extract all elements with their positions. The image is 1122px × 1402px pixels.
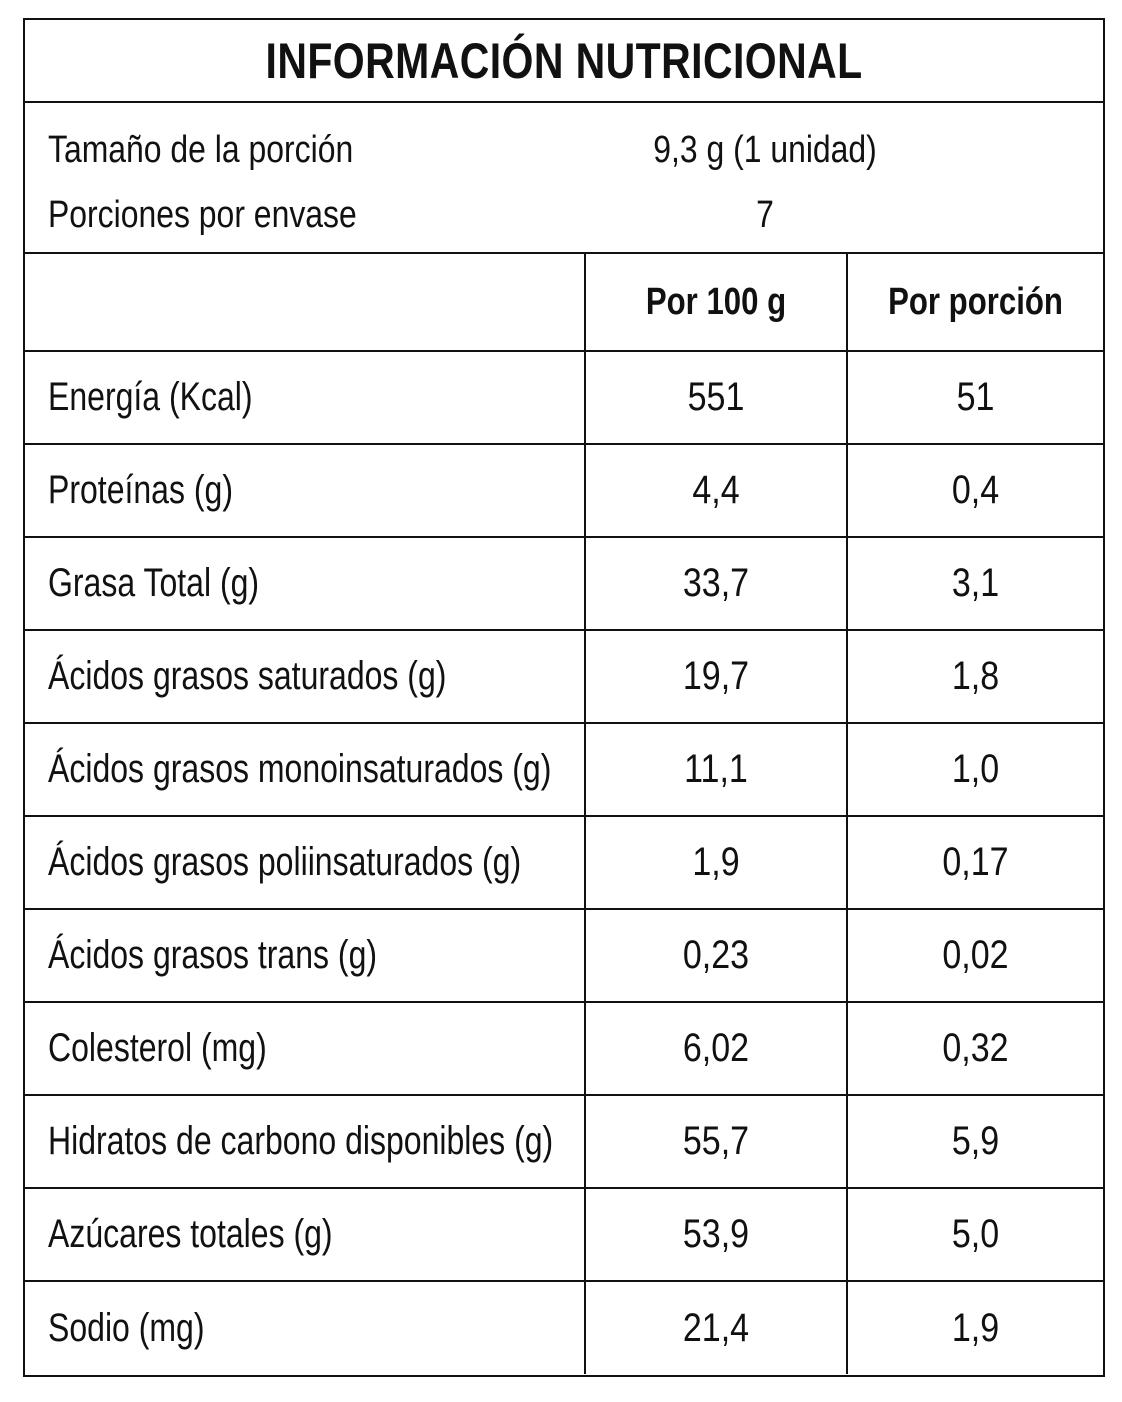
value-per-portion: 5,9	[951, 1119, 1000, 1163]
value-per-portion: 0,17	[942, 840, 1009, 884]
value-per-portion: 0,4	[951, 468, 1000, 512]
value-per-portion: 1,8	[951, 654, 1000, 698]
table-header-row: Por 100 g Por porción	[25, 254, 1103, 352]
serving-size-row: Tamaño de la porción 9,3 g (1 unidad)	[25, 120, 1103, 180]
value-per-portion: 0,32	[942, 1026, 1009, 1070]
table-body: Energía (Kcal) 551 51 Proteínas (g) 4,4 …	[25, 351, 1103, 1374]
nutrient-table: Por 100 g Por porción Energía (Kcal) 551…	[25, 254, 1103, 1374]
value-per-100g: 0,23	[682, 933, 750, 977]
value-per-100g: 55,7	[682, 1119, 750, 1163]
nutrient-label: Proteínas (g)	[48, 468, 233, 512]
nutrient-label: Grasa Total (g)	[48, 561, 260, 605]
portions-value: 7	[756, 193, 774, 236]
nutrient-label: Hidratos de carbono disponibles (g)	[48, 1119, 554, 1163]
table-row: Sodio (mg) 21,4 1,9	[25, 1281, 1103, 1374]
nutrient-label: Energía (Kcal)	[48, 375, 253, 419]
nutrient-label: Ácidos grasos monoinsaturados (g)	[48, 747, 552, 791]
value-per-portion: 5,0	[951, 1212, 1000, 1256]
label-title: INFORMACIÓN NUTRICIONAL	[265, 32, 863, 89]
table-row: Azúcares totales (g) 53,9 5,0	[25, 1188, 1103, 1282]
nutrient-label: Ácidos grasos poliinsaturados (g)	[48, 840, 522, 884]
nutrient-label: Ácidos grasos trans (g)	[48, 933, 378, 977]
table-row: Ácidos grasos monoinsaturados (g) 11,1 1…	[25, 723, 1103, 817]
serving-size-label: Tamaño de la porción	[48, 128, 354, 171]
value-per-portion: 3,1	[951, 561, 1000, 605]
value-per-100g: 21,4	[682, 1305, 750, 1350]
value-per-portion: 51	[956, 375, 995, 419]
serving-size-value: 9,3 g (1 unidad)	[653, 128, 877, 171]
value-per-portion: 1,0	[951, 747, 1000, 791]
value-per-100g: 6,02	[682, 1026, 750, 1070]
value-per-100g: 551	[687, 375, 745, 419]
table-row: Ácidos grasos poliinsaturados (g) 1,9 0,…	[25, 816, 1103, 910]
header-nutrient	[25, 254, 585, 352]
value-per-portion: 0,02	[942, 933, 1009, 977]
table-row: Ácidos grasos trans (g) 0,23 0,02	[25, 909, 1103, 1003]
header-per-100g: Por 100 g	[584, 254, 848, 352]
value-per-100g: 19,7	[682, 654, 750, 698]
value-per-portion: 1,9	[951, 1305, 1000, 1350]
nutrient-label: Azúcares totales (g)	[48, 1212, 333, 1256]
table-row: Grasa Total (g) 33,7 3,1	[25, 537, 1103, 631]
table-row: Colesterol (mg) 6,02 0,32	[25, 1002, 1103, 1096]
table-row: Hidratos de carbono disponibles (g) 55,7…	[25, 1095, 1103, 1189]
table-row: Energía (Kcal) 551 51	[25, 351, 1103, 445]
table-row: Proteínas (g) 4,4 0,4	[25, 444, 1103, 538]
value-per-100g: 53,9	[682, 1212, 750, 1256]
serving-info: Tamaño de la porción 9,3 g (1 unidad) Po…	[25, 103, 1103, 254]
portions-label: Porciones por envase	[48, 193, 357, 236]
value-per-100g: 4,4	[692, 468, 740, 512]
nutrition-facts-label: INFORMACIÓN NUTRICIONAL Tamaño de la por…	[23, 18, 1105, 1377]
value-per-100g: 11,1	[684, 747, 748, 791]
portions-row: Porciones por envase 7	[25, 185, 1103, 245]
nutrient-label: Ácidos grasos saturados (g)	[48, 654, 447, 698]
value-per-100g: 33,7	[682, 561, 750, 605]
title-row: INFORMACIÓN NUTRICIONAL	[25, 20, 1103, 103]
nutrient-label: Colesterol (mg)	[48, 1026, 267, 1070]
value-per-100g: 1,9	[692, 840, 740, 884]
table-row: Ácidos grasos saturados (g) 19,7 1,8	[25, 630, 1103, 724]
nutrient-label: Sodio (mg)	[48, 1305, 205, 1350]
header-per-portion: Por porción	[847, 254, 1103, 352]
